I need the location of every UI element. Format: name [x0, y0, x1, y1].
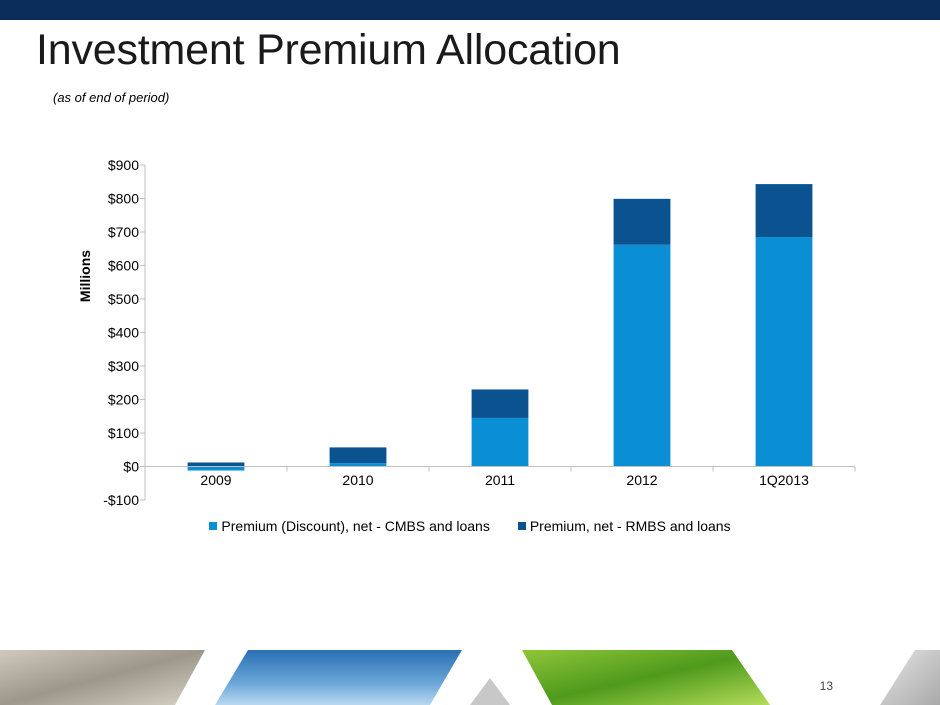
- y-tick-label: $700: [108, 224, 139, 240]
- footer-leaf-image: [522, 650, 770, 705]
- chart-legend: Premium (Discount), net - CMBS and loans…: [0, 518, 940, 534]
- x-tick-label: 2011: [485, 472, 515, 488]
- slide-subtitle: (as of end of period): [53, 90, 170, 105]
- top-bar: [0, 0, 940, 20]
- legend-swatch-cmbs: [209, 522, 218, 530]
- y-tick-label: $400: [108, 325, 139, 341]
- y-tick-label: $200: [108, 392, 139, 408]
- y-tick-label: -$100: [103, 492, 139, 508]
- y-tick-label: $100: [108, 425, 139, 441]
- slide-title: Investment Premium Allocation: [36, 26, 621, 74]
- bar-cmbs-1q2013: [755, 237, 813, 467]
- bar-rmbs-2009: [187, 462, 245, 467]
- y-tick-label: $800: [108, 191, 139, 207]
- footer-sky-image: [215, 650, 462, 705]
- legend-label-cmbs: Premium (Discount), net - CMBS and loans: [221, 518, 490, 534]
- footer-grey-triangle: [470, 678, 510, 705]
- bar-cmbs-2010: [329, 463, 387, 467]
- bar-cmbs-2009: [187, 466, 245, 471]
- stacked-bar-chart: Millions -$100 $0 $100 $200 $300 $400 $500 $600…: [77, 157, 856, 508]
- y-tick-label: $900: [108, 157, 139, 173]
- x-tick-label: 2009: [200, 472, 231, 488]
- x-tick-label: 2012: [626, 472, 657, 488]
- y-tick-label: $300: [108, 358, 139, 374]
- bar-rmbs-2011: [471, 389, 529, 418]
- bar-rmbs-2012: [613, 198, 671, 245]
- y-axis: -$100 $0 $100 $200 $300 $400 $500 $600 $700 $800 $…: [103, 157, 146, 508]
- y-axis-label: Millions: [77, 250, 93, 302]
- bar-cmbs-2012: [613, 244, 671, 467]
- bar-rmbs-2010: [329, 447, 387, 464]
- bar-cmbs-2011: [471, 417, 529, 467]
- page-number: 13: [819, 679, 833, 693]
- footer-rope-image: [0, 650, 205, 705]
- y-tick-label: $0: [123, 459, 139, 475]
- legend-item-cmbs: Premium (Discount), net - CMBS and loans: [209, 518, 490, 534]
- legend-item-rmbs: Premium, net - RMBS and loans: [517, 518, 731, 534]
- x-tick-label: 1Q2013: [759, 472, 809, 488]
- x-tick-label: 2010: [342, 472, 373, 488]
- y-tick-label: $500: [108, 291, 139, 307]
- legend-swatch-rmbs: [517, 522, 526, 530]
- x-axis: 2009 2010 2011 2012 1Q2013: [144, 466, 856, 488]
- y-tick-label: $600: [108, 258, 139, 274]
- legend-label-rmbs: Premium, net - RMBS and loans: [529, 518, 731, 534]
- footer-grey-shape: [880, 650, 940, 705]
- bar-rmbs-1q2013: [755, 184, 813, 238]
- bar-series: [187, 184, 813, 471]
- footer-image-strip: [0, 650, 940, 705]
